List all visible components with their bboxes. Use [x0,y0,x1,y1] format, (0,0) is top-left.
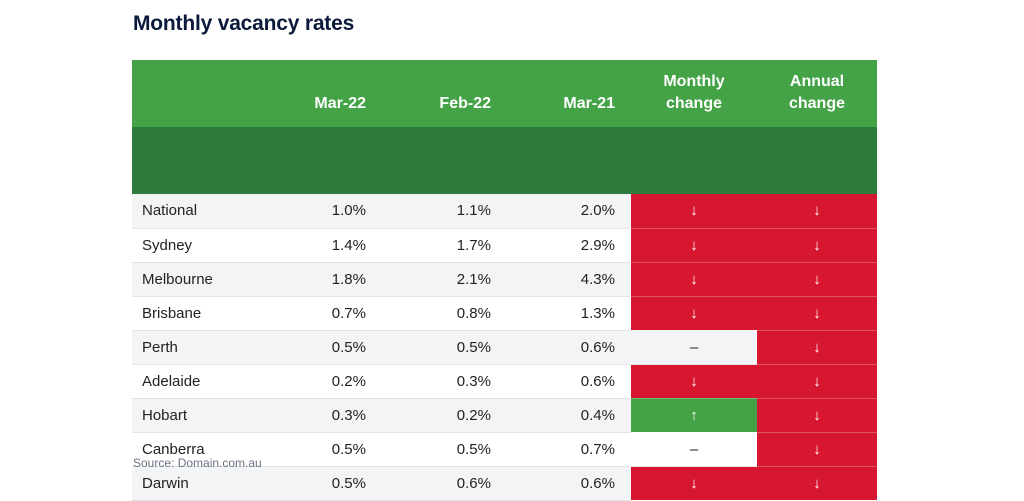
cell-mar-21: 4.3% [507,262,631,297]
cell-monthly-change: ↓ [631,228,757,263]
cell-mar-22: 0.7% [257,296,382,331]
table-row: Adelaide 0.2% 0.3% 0.6% ↓ ↓ [132,364,877,399]
cell-mar-21: 0.4% [507,398,631,433]
cell-mar-22: 0.5% [257,330,382,365]
cell-monthly-change: – [631,330,757,365]
cell-city: Darwin [132,466,257,501]
cell-feb-22: 0.5% [382,330,507,365]
table-row: Canberra 0.5% 0.5% 0.7% – ↓ [132,432,877,467]
cell-mar-21: 2.9% [507,228,631,263]
cell-mar-22: 1.4% [257,228,382,263]
cell-annual-change: ↓ [757,466,877,501]
header-mar-21: Mar-21 [507,60,631,127]
header-annual-change: Annual change [757,60,877,127]
vacancy-rates-table: Mar-22 Feb-22 Mar-21 Monthly change Annu… [132,60,877,501]
cell-feb-22: 2.1% [382,262,507,297]
chart-title: Monthly vacancy rates [133,12,355,35]
cell-feb-22: 1.7% [382,228,507,263]
cell-monthly-change: ↓ [631,296,757,331]
cell-monthly-change: – [631,432,757,467]
header-city [132,60,257,127]
table-row: Melbourne 1.8% 2.1% 4.3% ↓ ↓ [132,262,877,297]
header-monthly-line-1: Monthly [663,73,725,90]
cell-mar-21: 0.6% [507,466,631,501]
cell-city: Perth [132,330,257,365]
cell-feb-22: 0.6% [382,466,507,501]
header-feb-22: Feb-22 [382,60,507,127]
cell-feb-22: 0.8% [382,296,507,331]
cell-city: Brisbane [132,296,257,331]
cell-mar-22: 1.8% [257,262,382,297]
table-body: National 1.0% 1.1% 2.0% ↓ ↓ Sydney 1.4% 1.7% 2.9%… [132,194,877,501]
cell-mar-21: 1.3% [507,296,631,331]
cell-monthly-change: ↓ [631,262,757,297]
cell-annual-change: ↓ [757,398,877,433]
table-row: Darwin 0.5% 0.6% 0.6% ↓ ↓ [132,466,877,501]
cell-feb-22: 0.2% [382,398,507,433]
cell-annual-change: ↓ [757,262,877,297]
cell-monthly-change: ↓ [631,194,757,229]
cell-annual-change: ↓ [757,432,877,467]
cell-city: Hobart [132,398,257,433]
cell-city: Melbourne [132,262,257,297]
cell-mar-22: 1.0% [257,194,382,229]
header-annual-line-2: change [788,95,845,112]
cell-city: Adelaide [132,364,257,399]
cell-city: National [132,194,257,229]
cell-feb-22: 0.3% [382,364,507,399]
header-mar-22: Mar-22 [257,60,382,127]
table-row: Sydney 1.4% 1.7% 2.9% ↓ ↓ [132,228,877,263]
cell-annual-change: ↓ [757,296,877,331]
cell-mar-21: 2.0% [507,194,631,229]
cell-annual-change: ↓ [757,194,877,229]
table-row: Brisbane 0.7% 0.8% 1.3% ↓ ↓ [132,296,877,331]
cell-annual-change: ↓ [757,228,877,263]
cell-mar-21: 0.7% [507,432,631,467]
table-row: Perth 0.5% 0.5% 0.6% – ↓ [132,330,877,365]
header-monthly-change: Monthly change [631,60,757,127]
table-row: Hobart 0.3% 0.2% 0.4% ↑ ↓ [132,398,877,433]
cell-mar-22: 0.5% [257,466,382,501]
source-note: Source: Domain.com.au [133,456,262,470]
cell-mar-22: 0.5% [257,432,382,467]
table-row: National 1.0% 1.1% 2.0% ↓ ↓ [132,194,877,229]
cell-mar-22: 0.3% [257,398,382,433]
cell-mar-22: 0.2% [257,364,382,399]
cell-annual-change: ↓ [757,330,877,365]
header-accent-line [132,127,877,194]
cell-city: Canberra [132,432,257,467]
cell-city: Sydney [132,228,257,263]
header-monthly-line-2: change [665,95,722,112]
table-header: Mar-22 Feb-22 Mar-21 Monthly change Annu… [132,60,877,194]
cell-monthly-change: ↓ [631,466,757,501]
cell-annual-change: ↓ [757,364,877,399]
cell-monthly-change: ↑ [631,398,757,433]
cell-feb-22: 1.1% [382,194,507,229]
cell-mar-21: 0.6% [507,364,631,399]
cell-mar-21: 0.6% [507,330,631,365]
header-annual-line-1: Annual [789,73,845,90]
cell-feb-22: 0.5% [382,432,507,467]
cell-monthly-change: ↓ [631,364,757,399]
